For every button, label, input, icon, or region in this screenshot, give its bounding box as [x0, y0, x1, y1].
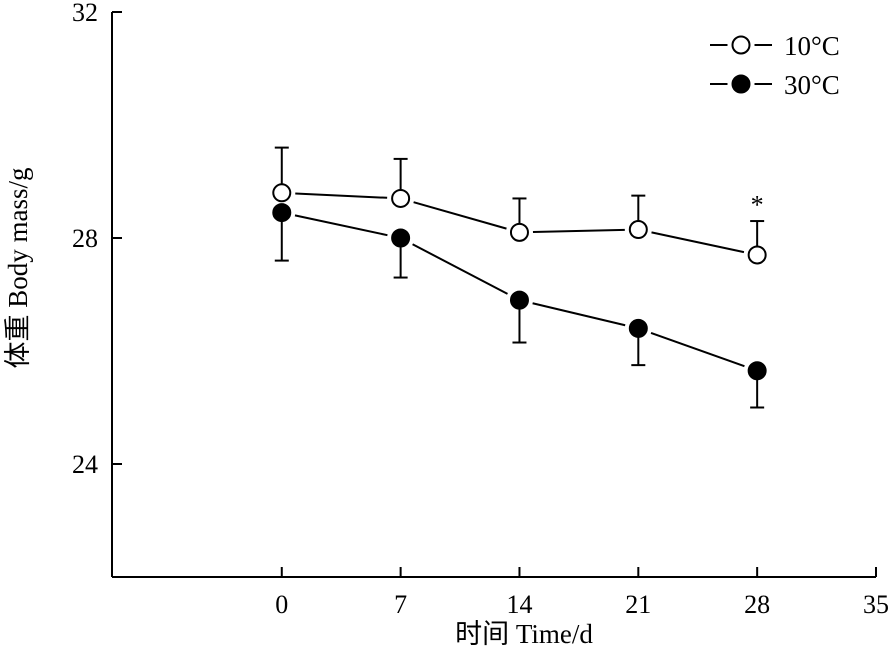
x-axis-title: 时间 Time/d [455, 619, 593, 649]
series-1-point-0 [272, 203, 292, 223]
x-tick-label-21: 21 [625, 590, 651, 619]
x-tick-label-14: 14 [506, 590, 532, 619]
series-0-point-2 [509, 222, 529, 242]
legend-label-0: 10°C [784, 31, 840, 61]
ticks: 24 28 32 0 7 14 21 28 35 [72, 0, 889, 619]
series-0-segment-2 [532, 228, 625, 234]
x-tick-label-28: 28 [744, 590, 770, 619]
series-1 [272, 203, 767, 409]
series-1-segment-1 [412, 243, 508, 295]
legend-marker-0 [731, 35, 751, 55]
y-tick-label-32: 32 [72, 0, 98, 27]
significance-marker-0: * [751, 190, 764, 219]
series-0-segment-3 [651, 231, 745, 254]
axes [111, 12, 876, 578]
series-1-segment-0 [294, 214, 388, 237]
series-0-point-1 [391, 188, 411, 208]
series-0-point-4 [747, 245, 767, 265]
series-0-point-0 [272, 183, 292, 203]
y-tick-label-24: 24 [72, 450, 98, 479]
series-1-segment-3 [650, 331, 745, 368]
legend-marker-1 [731, 74, 751, 94]
y-tick-label-28: 28 [72, 224, 98, 253]
legend-label-1: 30°C [784, 70, 840, 100]
series-1-point-1 [391, 228, 411, 248]
legend: 10°C 30°C [710, 31, 840, 100]
series-1-point-3 [628, 318, 648, 338]
series-1-segment-2 [532, 302, 626, 327]
series-0 [272, 146, 767, 265]
series-1-point-2 [509, 290, 529, 310]
series-0-segment-0 [295, 192, 388, 199]
y-axis-title: 体重 Body mass/g [3, 167, 33, 368]
series-0-point-3 [628, 220, 648, 240]
series-layer: * [272, 146, 767, 409]
x-tick-label-0: 0 [275, 590, 288, 619]
series-1-point-4 [747, 361, 767, 381]
x-tick-label-35: 35 [863, 590, 889, 619]
series-0-segment-1 [413, 201, 507, 230]
x-tick-label-7: 7 [394, 590, 407, 619]
